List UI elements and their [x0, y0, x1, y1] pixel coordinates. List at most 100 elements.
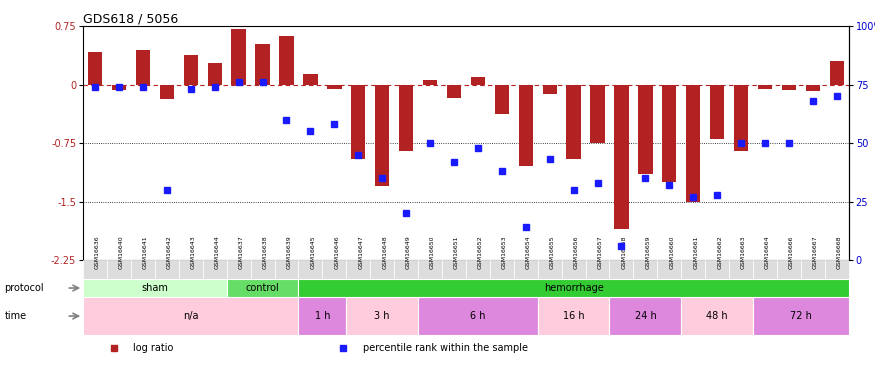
Text: GSM16660: GSM16660 — [669, 236, 675, 269]
Bar — [322, 260, 346, 279]
Text: GSM16646: GSM16646 — [334, 236, 340, 269]
Text: n/a: n/a — [183, 311, 199, 321]
Bar — [136, 50, 150, 85]
Text: 6 h: 6 h — [470, 311, 486, 321]
Bar — [160, 85, 174, 99]
Bar — [729, 260, 753, 279]
Text: GSM16647: GSM16647 — [358, 236, 363, 269]
Text: 3 h: 3 h — [374, 311, 390, 321]
Bar — [591, 85, 605, 143]
Bar — [610, 260, 634, 279]
Bar — [112, 85, 126, 90]
Text: GDS618 / 5056: GDS618 / 5056 — [83, 12, 178, 25]
Bar — [542, 85, 556, 94]
Text: hemorrhage: hemorrhage — [543, 283, 604, 293]
Bar — [83, 297, 298, 335]
Text: 24 h: 24 h — [634, 311, 656, 321]
Text: GSM16645: GSM16645 — [311, 236, 315, 269]
Text: 48 h: 48 h — [706, 311, 728, 321]
Text: GSM16658: GSM16658 — [621, 236, 626, 269]
Bar — [471, 77, 485, 85]
Text: time: time — [4, 311, 26, 321]
Text: GSM16668: GSM16668 — [836, 236, 842, 269]
Text: GSM16667: GSM16667 — [813, 236, 818, 269]
Text: GSM16642: GSM16642 — [167, 236, 172, 269]
Bar — [734, 85, 748, 151]
Bar — [657, 260, 682, 279]
Bar — [227, 260, 250, 279]
Bar — [442, 260, 466, 279]
Bar — [423, 80, 438, 85]
Bar — [686, 85, 700, 201]
Text: GSM16655: GSM16655 — [550, 236, 555, 269]
Bar — [806, 85, 820, 91]
Bar — [710, 85, 724, 139]
Bar — [519, 85, 533, 166]
Text: GSM16649: GSM16649 — [406, 236, 411, 269]
Bar — [178, 260, 203, 279]
Bar — [538, 260, 562, 279]
Bar — [275, 260, 298, 279]
Bar — [662, 85, 676, 182]
Bar — [131, 260, 155, 279]
Bar — [327, 85, 341, 88]
Bar — [705, 260, 729, 279]
Text: sham: sham — [142, 283, 168, 293]
Text: GSM16648: GSM16648 — [382, 236, 388, 269]
Bar — [538, 297, 610, 335]
Text: GSM16657: GSM16657 — [598, 236, 603, 269]
Text: GSM16662: GSM16662 — [718, 236, 722, 269]
Bar — [155, 260, 178, 279]
Bar — [375, 85, 389, 186]
Bar — [562, 260, 585, 279]
Bar — [753, 297, 849, 335]
Text: 72 h: 72 h — [790, 311, 812, 321]
Bar — [255, 44, 270, 85]
Bar — [250, 260, 275, 279]
Bar — [610, 297, 682, 335]
Text: GSM16637: GSM16637 — [239, 236, 243, 269]
Bar — [777, 260, 801, 279]
Bar — [298, 279, 849, 297]
Bar — [346, 297, 418, 335]
Bar — [634, 260, 657, 279]
Text: GSM16654: GSM16654 — [526, 236, 531, 269]
Text: GSM16641: GSM16641 — [143, 236, 148, 269]
Text: GSM16666: GSM16666 — [789, 236, 794, 269]
Bar — [447, 85, 461, 98]
Text: 1 h: 1 h — [315, 311, 330, 321]
Bar — [203, 260, 227, 279]
Text: protocol: protocol — [4, 283, 44, 293]
Bar — [801, 260, 825, 279]
Bar — [394, 260, 418, 279]
Bar — [825, 260, 849, 279]
Text: GSM16638: GSM16638 — [262, 236, 268, 269]
Bar — [279, 36, 294, 85]
Text: percentile rank within the sample: percentile rank within the sample — [362, 343, 528, 353]
Text: GSM16656: GSM16656 — [574, 236, 578, 269]
Text: GSM16652: GSM16652 — [478, 236, 483, 269]
Bar — [494, 85, 509, 114]
Text: GSM16664: GSM16664 — [765, 236, 770, 269]
Bar — [418, 260, 442, 279]
Bar — [107, 260, 131, 279]
Bar — [466, 260, 490, 279]
Text: GSM16636: GSM16636 — [95, 236, 100, 269]
Bar — [298, 260, 322, 279]
Bar — [830, 61, 844, 85]
Bar — [418, 297, 538, 335]
Text: GSM16653: GSM16653 — [502, 236, 507, 269]
Text: control: control — [246, 283, 279, 293]
Bar — [304, 74, 318, 85]
Bar — [514, 260, 538, 279]
Text: GSM16651: GSM16651 — [454, 236, 459, 269]
Text: log ratio: log ratio — [133, 343, 173, 353]
Bar — [227, 279, 298, 297]
Text: GSM16644: GSM16644 — [214, 236, 220, 269]
Bar — [346, 260, 370, 279]
Bar — [781, 85, 796, 90]
Bar — [682, 297, 753, 335]
Text: GSM16640: GSM16640 — [119, 236, 124, 269]
Bar — [638, 85, 653, 174]
Bar — [399, 85, 413, 151]
